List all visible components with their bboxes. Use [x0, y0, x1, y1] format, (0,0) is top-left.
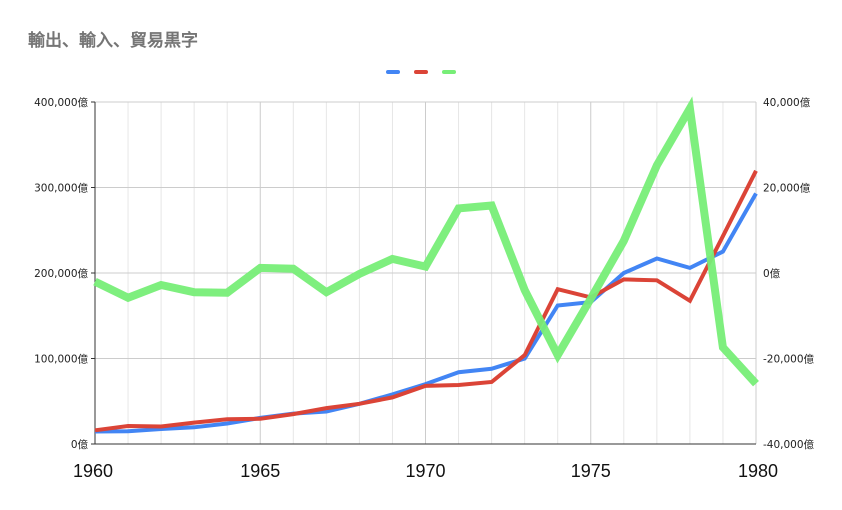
- legend-swatch-series-2[interactable]: [414, 70, 428, 74]
- legend-swatch-series-3[interactable]: [442, 70, 456, 74]
- y-right-tick-label: 0億: [763, 267, 781, 280]
- y-left-tick-label: 200,000億: [34, 267, 88, 280]
- legend-swatch-series-1[interactable]: [386, 70, 400, 74]
- y-right-tick-label: -40,000億: [763, 438, 815, 451]
- chart-title: 輸出、輸入、貿易黒字: [28, 31, 198, 51]
- legend: [0, 64, 842, 78]
- y-left-tick-label: 100,000億: [34, 353, 88, 366]
- x-tick-label: 1980: [738, 461, 778, 481]
- y-left-tick-label: 300,000億: [34, 182, 88, 195]
- x-tick-label: 1960: [73, 461, 113, 481]
- y-right-tick-label: -20,000億: [763, 353, 815, 366]
- y-right-tick-label: 40,000億: [763, 96, 811, 109]
- x-tick-label: 1965: [240, 461, 280, 481]
- x-tick-label: 1975: [571, 461, 611, 481]
- y-left-tick-label: 400,000億: [34, 96, 88, 109]
- y-right-tick-label: 20,000億: [763, 182, 811, 195]
- y-left-tick-label: 0億: [71, 438, 89, 451]
- x-tick-label: 1970: [405, 461, 445, 481]
